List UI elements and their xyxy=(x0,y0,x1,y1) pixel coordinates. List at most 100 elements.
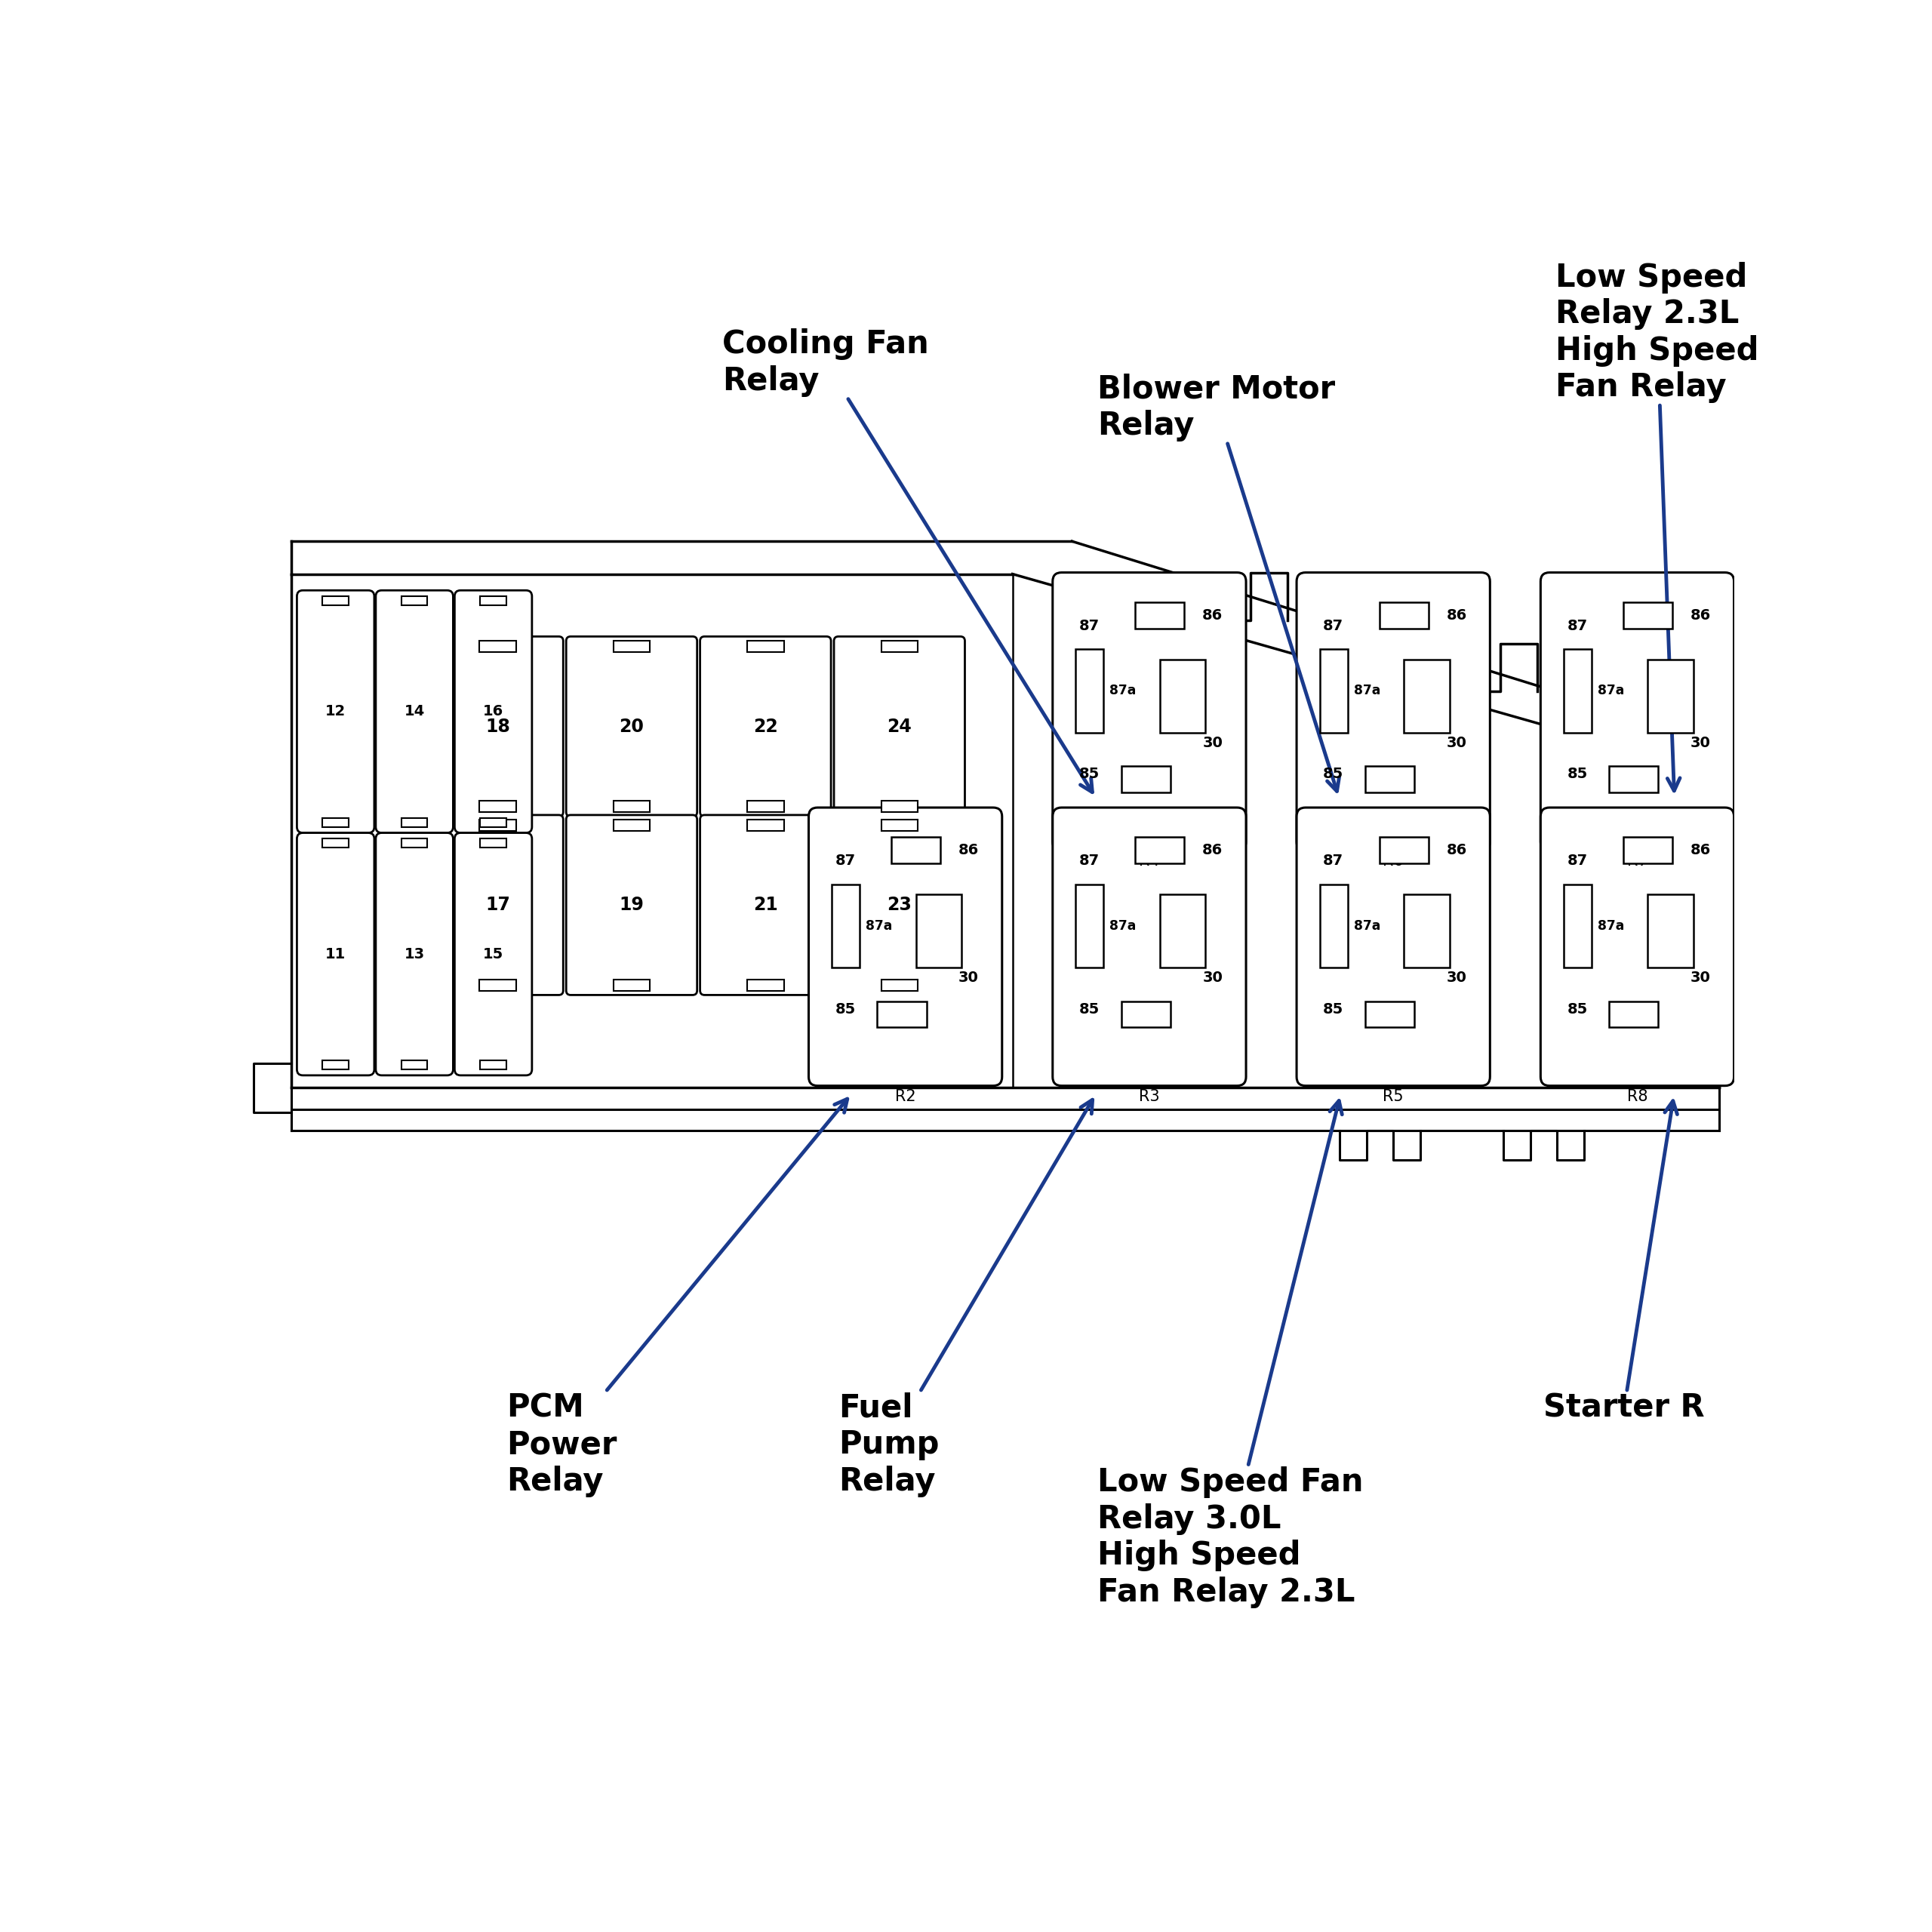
Bar xyxy=(1136,837,1184,864)
Text: 16: 16 xyxy=(483,705,504,719)
Bar xyxy=(1159,659,1206,732)
FancyBboxPatch shape xyxy=(1053,572,1246,850)
Text: R5: R5 xyxy=(1383,1090,1405,1103)
FancyBboxPatch shape xyxy=(1296,572,1490,850)
Bar xyxy=(748,980,784,991)
Bar xyxy=(479,819,516,831)
Text: 30: 30 xyxy=(1447,970,1466,985)
FancyBboxPatch shape xyxy=(298,833,375,1076)
Text: Blower Motor
Relay: Blower Motor Relay xyxy=(1097,373,1339,792)
Bar xyxy=(1136,603,1184,628)
Bar xyxy=(881,980,918,991)
FancyBboxPatch shape xyxy=(699,815,831,995)
Text: 85: 85 xyxy=(1567,767,1588,781)
Text: Fuel
Pump
Relay: Fuel Pump Relay xyxy=(838,1099,1092,1497)
Text: 30: 30 xyxy=(1690,970,1710,985)
Bar xyxy=(402,817,427,827)
Text: 87a: 87a xyxy=(1354,920,1379,933)
Text: 86: 86 xyxy=(1690,842,1710,858)
Bar xyxy=(612,819,649,831)
Text: R3: R3 xyxy=(1138,1090,1159,1103)
Text: Low Speed Fan
Relay 3.0L
High Speed
Fan Relay 2.3L: Low Speed Fan Relay 3.0L High Speed Fan … xyxy=(1097,1101,1364,1607)
Bar xyxy=(612,980,649,991)
Bar xyxy=(323,1061,348,1070)
Text: 19: 19 xyxy=(620,896,643,914)
Text: 85: 85 xyxy=(835,1003,856,1016)
Bar xyxy=(1648,895,1694,968)
Text: R4: R4 xyxy=(1138,854,1159,869)
FancyBboxPatch shape xyxy=(835,815,964,995)
FancyBboxPatch shape xyxy=(566,815,697,995)
Text: 87: 87 xyxy=(1080,854,1099,867)
FancyBboxPatch shape xyxy=(566,636,697,817)
Bar xyxy=(1563,649,1592,732)
Text: 11: 11 xyxy=(325,947,346,962)
Bar xyxy=(481,597,506,605)
Text: 87a: 87a xyxy=(866,920,893,933)
Text: 86: 86 xyxy=(1202,609,1223,622)
Bar xyxy=(1623,603,1673,628)
Text: 85: 85 xyxy=(1323,1003,1343,1016)
FancyBboxPatch shape xyxy=(835,636,964,817)
Text: 18: 18 xyxy=(485,717,510,736)
Bar xyxy=(1563,885,1592,968)
Text: R2: R2 xyxy=(895,1090,916,1103)
Text: 86: 86 xyxy=(1447,842,1466,858)
Bar xyxy=(1159,895,1206,968)
Text: 21: 21 xyxy=(753,896,779,914)
Bar xyxy=(1379,837,1428,864)
Bar xyxy=(748,802,784,811)
Text: 85: 85 xyxy=(1323,767,1343,781)
Bar xyxy=(402,838,427,848)
Bar xyxy=(748,819,784,831)
Bar xyxy=(323,817,348,827)
Text: 30: 30 xyxy=(958,970,980,985)
Bar xyxy=(1076,885,1103,968)
Text: Starter R: Starter R xyxy=(1544,1101,1704,1424)
Bar xyxy=(323,597,348,605)
Text: 87a: 87a xyxy=(1109,920,1136,933)
FancyBboxPatch shape xyxy=(1053,808,1246,1086)
Bar xyxy=(1121,767,1171,792)
Bar xyxy=(1405,895,1449,968)
FancyBboxPatch shape xyxy=(375,833,454,1076)
Text: Cooling Fan
Relay: Cooling Fan Relay xyxy=(723,328,1092,792)
Bar xyxy=(479,802,516,811)
Bar xyxy=(481,838,506,848)
Text: 87: 87 xyxy=(1080,618,1099,634)
FancyBboxPatch shape xyxy=(1540,808,1735,1086)
FancyBboxPatch shape xyxy=(1540,572,1735,850)
Text: 30: 30 xyxy=(1690,736,1710,750)
Text: 24: 24 xyxy=(887,717,912,736)
Text: 20: 20 xyxy=(620,717,643,736)
FancyBboxPatch shape xyxy=(810,808,1003,1086)
Bar xyxy=(1012,775,1719,1088)
Bar xyxy=(481,817,506,827)
Bar xyxy=(1609,767,1658,792)
Text: 15: 15 xyxy=(483,947,504,962)
Text: 87a: 87a xyxy=(1598,684,1625,697)
FancyBboxPatch shape xyxy=(433,815,564,995)
Text: 85: 85 xyxy=(1080,1003,1099,1016)
Bar xyxy=(323,838,348,848)
Text: 30: 30 xyxy=(1202,970,1223,985)
Text: 87: 87 xyxy=(1567,854,1588,867)
Text: R8: R8 xyxy=(1627,1090,1648,1103)
Text: 87a: 87a xyxy=(1598,920,1625,933)
Bar xyxy=(1405,659,1449,732)
Bar xyxy=(1121,1001,1171,1028)
Text: 86: 86 xyxy=(958,842,980,858)
Text: 14: 14 xyxy=(404,705,425,719)
FancyBboxPatch shape xyxy=(454,591,531,833)
Text: PCM
Power
Relay: PCM Power Relay xyxy=(506,1099,848,1497)
Text: 12: 12 xyxy=(325,705,346,719)
Bar xyxy=(831,885,860,968)
Text: 86: 86 xyxy=(1690,609,1710,622)
Bar xyxy=(877,1001,927,1028)
Bar xyxy=(1623,837,1673,864)
FancyBboxPatch shape xyxy=(1296,808,1490,1086)
FancyBboxPatch shape xyxy=(699,636,831,817)
Bar xyxy=(402,597,427,605)
Text: 87a: 87a xyxy=(1354,684,1379,697)
Text: 87: 87 xyxy=(1323,618,1343,634)
